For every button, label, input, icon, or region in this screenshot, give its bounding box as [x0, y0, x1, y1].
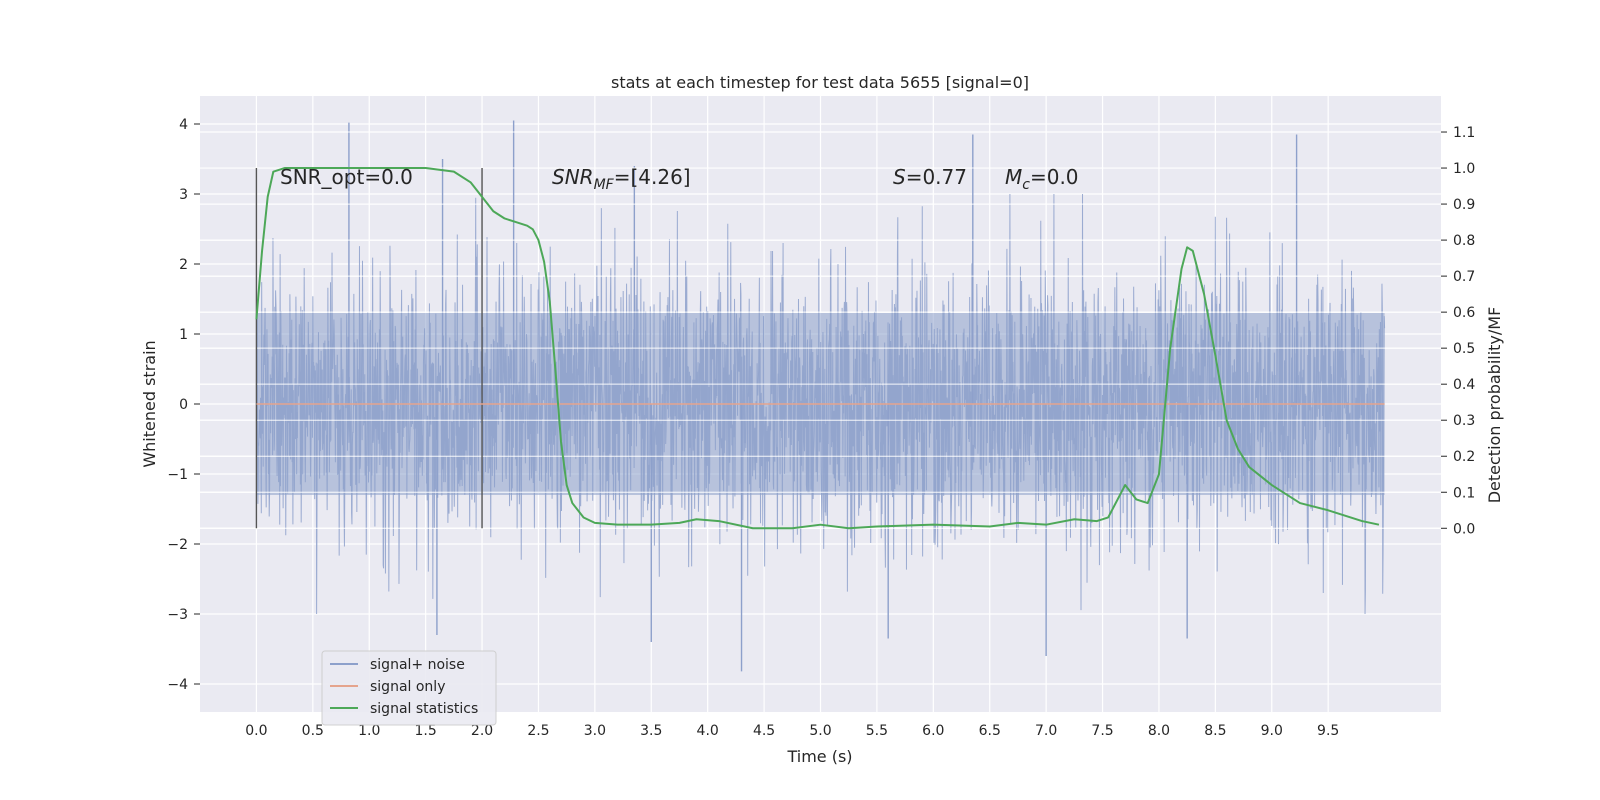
- x-tick-label: 7.5: [1091, 723, 1113, 739]
- annotation-snr-mf-suffix: =[4.26]: [614, 165, 691, 189]
- annotation-mc-suffix: =0.0: [1030, 165, 1079, 189]
- x-tick-label: 4.5: [753, 723, 775, 739]
- legend: signal+ noise signal only signal statist…: [321, 650, 497, 726]
- y-right-tick-label: 0.1: [1453, 485, 1475, 501]
- y-left-tick-label: −4: [167, 677, 188, 693]
- y-right-tick-label: 0.6: [1453, 305, 1475, 321]
- x-tick-label: 8.0: [1148, 723, 1170, 739]
- legend-label-signal-statistics: signal statistics: [370, 701, 478, 717]
- y-right-tick-label: 0.9: [1453, 197, 1475, 213]
- annotation-snr-mf-prefix: SNR: [552, 165, 594, 189]
- x-tick-label: 9.0: [1261, 723, 1283, 739]
- x-tick-label: 9.5: [1317, 723, 1339, 739]
- x-tick-label: 8.5: [1204, 723, 1226, 739]
- x-tick-label: 3.5: [640, 723, 662, 739]
- chart-title: stats at each timestep for test data 565…: [611, 73, 1029, 92]
- y-left-tick-label: −1: [167, 467, 188, 483]
- y-right-axis-ticks: 0.0 0.1 0.2 0.3 0.4 0.5 0.6 0.7 0.8 0.9 1.0 1.1: [1441, 125, 1475, 537]
- x-axis-ticks: 0.0 0.5 1.0 1.5 2.0 2.5 3.0 3.5 4.0 4.5 5.0 5.5 6.0 6…: [245, 723, 1339, 739]
- y-left-tick-label: −3: [167, 607, 188, 623]
- legend-label-signal-plus-noise: signal+ noise: [370, 657, 465, 673]
- x-tick-label: 5.0: [809, 723, 831, 739]
- x-tick-label: 2.5: [527, 723, 549, 739]
- y-right-tick-label: 0.7: [1453, 269, 1475, 285]
- x-axis-label: Time (s): [786, 747, 852, 766]
- y-right-tick-label: 0.0: [1453, 521, 1475, 537]
- y-left-tick-label: 2: [179, 257, 188, 273]
- y-left-axis-label: Whitened strain: [140, 340, 159, 467]
- x-tick-label: 5.5: [866, 723, 888, 739]
- annotation-s-prefix: S: [893, 165, 906, 189]
- x-tick-label: 0.5: [302, 723, 324, 739]
- y-left-tick-label: 0: [179, 397, 188, 413]
- annotation-mc-sub: c: [1022, 177, 1030, 193]
- y-left-tick-label: 4: [179, 117, 188, 133]
- x-tick-label: 2.0: [471, 723, 493, 739]
- y-right-tick-label: 0.5: [1453, 341, 1475, 357]
- y-right-tick-label: 0.3: [1453, 413, 1475, 429]
- y-left-tick-label: 1: [179, 327, 188, 343]
- annotation-mc-prefix: M: [1005, 165, 1022, 189]
- legend-box: [321, 650, 497, 726]
- y-left-tick-label: 3: [179, 187, 188, 203]
- annotation-snr-mf: SNRMF=[4.26]: [552, 165, 691, 193]
- annotation-s-suffix: =0.77: [906, 165, 967, 189]
- y-right-tick-label: 1.1: [1453, 125, 1475, 141]
- x-tick-label: 6.5: [979, 723, 1001, 739]
- y-right-tick-label: 0.4: [1453, 377, 1475, 393]
- x-tick-label: 4.0: [697, 723, 719, 739]
- series-overlay: [255, 167, 1385, 530]
- y-left-axis-ticks: −4 −3 −2 −1 0 1 2 3 4: [167, 117, 200, 693]
- annotation-mc: Mc=0.0: [1005, 165, 1079, 193]
- x-tick-label: 1.5: [415, 723, 437, 739]
- signal-statistics-line: [255, 167, 1380, 530]
- y-left-tick-label: −2: [167, 537, 188, 553]
- x-tick-label: 0.0: [245, 723, 267, 739]
- x-tick-label: 1.0: [358, 723, 380, 739]
- y-right-axis-label: Detection probability/MF: [1485, 307, 1504, 504]
- y-right-tick-label: 0.8: [1453, 233, 1475, 249]
- annotation-snr-mf-sub: MF: [594, 177, 615, 193]
- y-right-tick-label: 0.2: [1453, 449, 1475, 465]
- annotation-snr-opt: SNR_opt=0.0: [280, 165, 413, 189]
- x-tick-label: 7.0: [1035, 723, 1057, 739]
- legend-label-signal-only: signal only: [370, 679, 445, 695]
- x-tick-label: 6.0: [922, 723, 944, 739]
- y-right-tick-label: 1.0: [1453, 161, 1475, 177]
- x-tick-label: 3.0: [584, 723, 606, 739]
- annotation-s: S=0.77: [893, 165, 967, 189]
